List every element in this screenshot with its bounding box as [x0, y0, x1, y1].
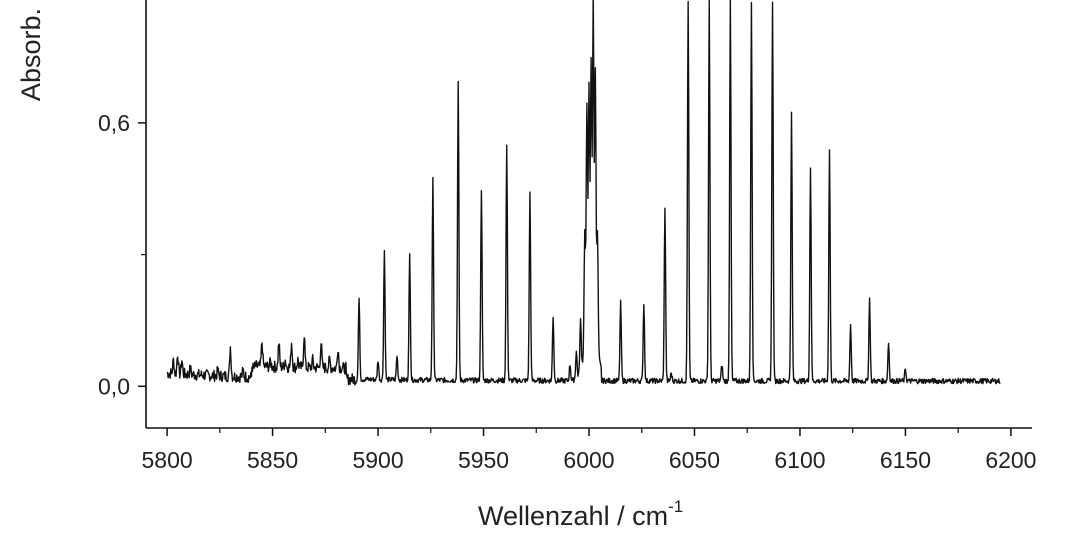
x-tick-label: 6200 [985, 447, 1036, 473]
x-tick-label: 5850 [247, 447, 298, 473]
y-axis-ticks: 0,0 0,6 [98, 110, 146, 399]
x-tick-label: 5800 [142, 447, 193, 473]
spectrum-line [166, 0, 1001, 386]
y-tick-label: 0,0 [98, 373, 130, 399]
y-tick-label: 0,6 [98, 110, 130, 136]
x-tick-label: 5950 [458, 447, 509, 473]
x-tick-label: 5900 [352, 447, 403, 473]
x-tick-label: 6050 [669, 447, 720, 473]
x-axis-title-exponent: -1 [668, 497, 683, 516]
x-axis-title-text: Wellenzahl / cm [478, 501, 668, 531]
x-tick-label: 6150 [880, 447, 931, 473]
y-axis-title: Absorb. [16, 8, 46, 101]
x-axis-title: Wellenzahl / cm-1 [478, 497, 683, 531]
x-tick-label: 6000 [563, 447, 614, 473]
x-tick-label: 6100 [774, 447, 825, 473]
x-axis-ticks: 5800 5850 5900 5950 6000 6050 6100 6150 6200 [142, 428, 1036, 473]
